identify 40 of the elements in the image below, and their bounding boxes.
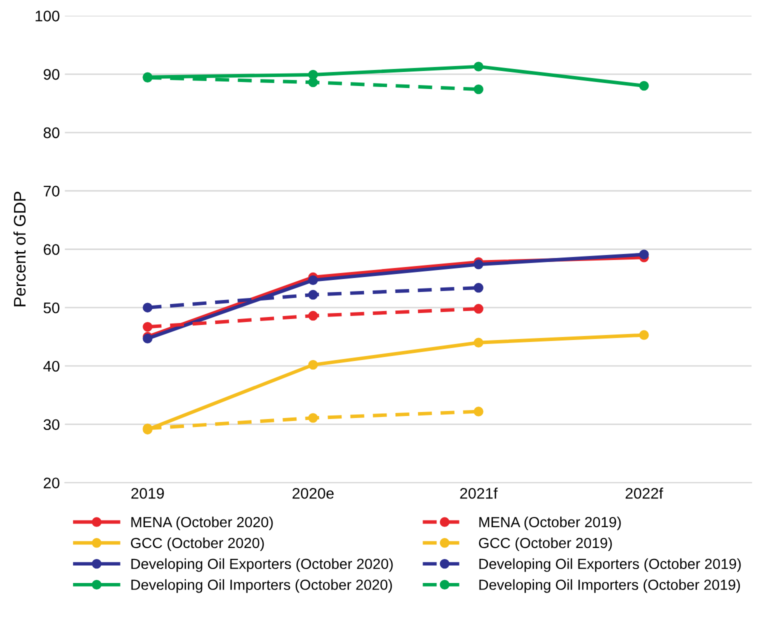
point — [308, 310, 318, 321]
point — [308, 413, 318, 423]
point — [308, 77, 318, 88]
x-tick-label: 2022f — [626, 488, 664, 499]
point — [639, 80, 649, 91]
point — [308, 360, 318, 370]
y-tick-label: 30 — [44, 419, 60, 430]
y-tick-label: 40 — [43, 360, 60, 372]
legend-label: Developing Oil Exporters (October 2020) — [131, 558, 393, 572]
point — [308, 290, 318, 300]
point — [474, 338, 484, 348]
y-tick-label: 20 — [44, 478, 60, 488]
point — [474, 260, 484, 270]
y-tick-label: 50 — [44, 302, 60, 314]
legend-label: GCC (October 2019) — [478, 537, 612, 552]
x-tick-label: 2020e — [292, 488, 334, 499]
y-axis-title: Percent of GDP — [13, 192, 26, 306]
point — [308, 275, 318, 286]
legend-label: Developing Oil Importers (October 2019) — [479, 579, 740, 593]
point — [639, 250, 649, 260]
x-tick-label: 2021f — [460, 488, 498, 499]
point — [639, 330, 649, 340]
legend-label: MENA (October 2019) — [479, 516, 621, 530]
y-tick-label: 60 — [44, 244, 60, 255]
y-tick-label: 80 — [44, 127, 60, 138]
point — [474, 304, 484, 314]
point — [474, 62, 484, 72]
legend-label: MENA (October 2020) — [131, 516, 273, 530]
y-tick-label: 90 — [44, 69, 60, 80]
legend-label: GCC (October 2020) — [130, 537, 264, 552]
point — [474, 84, 484, 94]
legend-label: Developing Oil Exporters (October 2019) — [479, 558, 741, 572]
point — [474, 282, 484, 293]
point — [142, 322, 152, 332]
point — [474, 406, 484, 416]
y-tick-label: 70 — [44, 186, 60, 197]
x-tick-label: 2019 — [131, 488, 164, 499]
y-tick-label: 100 — [36, 10, 60, 22]
point — [142, 302, 152, 312]
legend-label: Developing Oil Importers (October 2020) — [131, 579, 392, 593]
